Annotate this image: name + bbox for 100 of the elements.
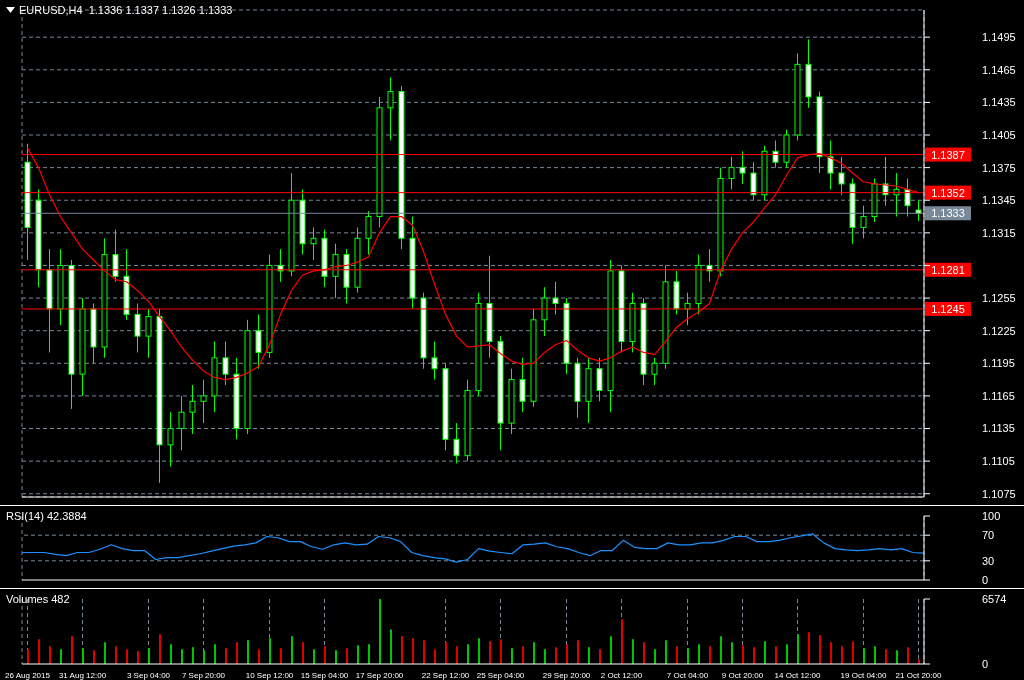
candlestick: [838, 156, 845, 196]
bar: [291, 636, 293, 664]
bar: [258, 649, 260, 664]
x-tick-label: 7 Sep 20:00: [181, 670, 226, 680]
bar: [599, 649, 601, 664]
x-tick-label: 19 Oct 04:00: [840, 670, 887, 680]
y-tick-label: 30: [982, 554, 995, 567]
bar: [104, 642, 106, 664]
bar: [665, 640, 667, 664]
bar: [852, 641, 854, 664]
bar: [148, 648, 150, 664]
y-tick-label: 1.1105: [982, 455, 1015, 468]
bar: [390, 629, 392, 664]
candlestick: [772, 139, 779, 169]
x-tick-label: 21 Oct 20:00: [895, 670, 942, 680]
candlestick: [222, 341, 229, 386]
x-tick-label: 3 Sep 04:00: [126, 670, 171, 680]
bar: [115, 646, 117, 664]
y-tick-label: 1.1195: [982, 357, 1015, 370]
y-tick-label: 1.1255: [982, 291, 1016, 304]
bar: [269, 638, 271, 664]
bar: [610, 636, 612, 664]
candlestick: [684, 292, 691, 326]
candlestick: [827, 139, 834, 190]
candlestick: [332, 243, 339, 299]
y-tick-label: 0: [982, 573, 989, 586]
y-tick-label: 1.1135: [982, 422, 1015, 435]
x-tick-label: 2 Oct 12:00: [600, 670, 643, 680]
candlestick: [904, 177, 911, 218]
bar: [192, 647, 194, 664]
y-tick-label: 1.1465: [982, 63, 1016, 76]
candlestick: [453, 422, 460, 464]
bar: [280, 648, 282, 664]
bar: [49, 646, 51, 664]
x-tick-label: 14 Oct 12:00: [774, 670, 821, 680]
ref-line-label: 1.1352: [931, 186, 965, 199]
line-series: [21, 533, 925, 563]
candlestick: [200, 379, 207, 424]
bar: [522, 646, 524, 664]
bar: [313, 649, 315, 664]
bar: [181, 649, 183, 664]
bar: [874, 646, 876, 664]
candlestick: [365, 210, 372, 256]
bar: [478, 638, 480, 664]
bar: [566, 644, 568, 664]
x-tick-label: 15 Sep 04:00: [300, 670, 349, 680]
bar: [896, 650, 898, 664]
x-tick-label: 26 Aug 2015: [5, 670, 51, 680]
y-tick-label: 1.1315: [982, 226, 1016, 239]
y-tick-label: 1.1435: [982, 96, 1016, 109]
chart-title: RSI(14) 42.3884: [6, 510, 87, 522]
x-tick-label: 9 Oct 20:00: [721, 670, 764, 680]
ref-line-label: 1.1333: [931, 207, 965, 220]
bar: [555, 647, 557, 664]
candlestick: [728, 156, 735, 190]
candlestick: [277, 248, 284, 283]
bar: [489, 641, 491, 664]
candlestick: [134, 303, 141, 353]
bar: [137, 651, 139, 664]
bar: [654, 649, 656, 664]
bar: [841, 646, 843, 664]
bar: [434, 649, 436, 664]
y-tick-label: 1.1405: [982, 128, 1016, 141]
bar: [698, 644, 700, 664]
y-tick-label: 1.1375: [982, 161, 1016, 174]
candlestick: [387, 76, 394, 141]
y-tick-label: 1.1225: [982, 324, 1016, 337]
bar: [346, 648, 348, 664]
y-tick-label: 1.1075: [982, 487, 1016, 500]
bar: [643, 642, 645, 664]
bar: [720, 636, 722, 664]
bar: [445, 642, 447, 664]
bar: [775, 646, 777, 664]
bar: [500, 639, 502, 664]
candlestick: [541, 286, 548, 337]
bar: [885, 649, 887, 664]
bar: [533, 642, 535, 664]
y-tick-label: 0: [982, 657, 989, 670]
bar: [687, 648, 689, 664]
bar: [335, 650, 337, 664]
bar: [357, 645, 359, 664]
bar: [302, 642, 304, 664]
bar: [93, 650, 95, 664]
candlestick: [189, 384, 196, 435]
candlestick: [596, 357, 603, 402]
line-series: [26, 147, 920, 381]
x-tick-label: 10 Sep 12:00: [245, 670, 294, 680]
y-tick-label: 1.1495: [982, 31, 1016, 44]
bar: [863, 648, 865, 664]
bar: [786, 644, 788, 664]
candlestick: [893, 172, 900, 218]
bar: [82, 648, 84, 664]
bar: [753, 647, 755, 664]
bar: [423, 640, 425, 664]
ref-line-label: 1.1387: [931, 148, 965, 161]
bar: [170, 644, 172, 664]
bar: [731, 642, 733, 664]
candlestick: [431, 341, 438, 381]
bar: [808, 632, 810, 664]
bar: [159, 634, 161, 664]
